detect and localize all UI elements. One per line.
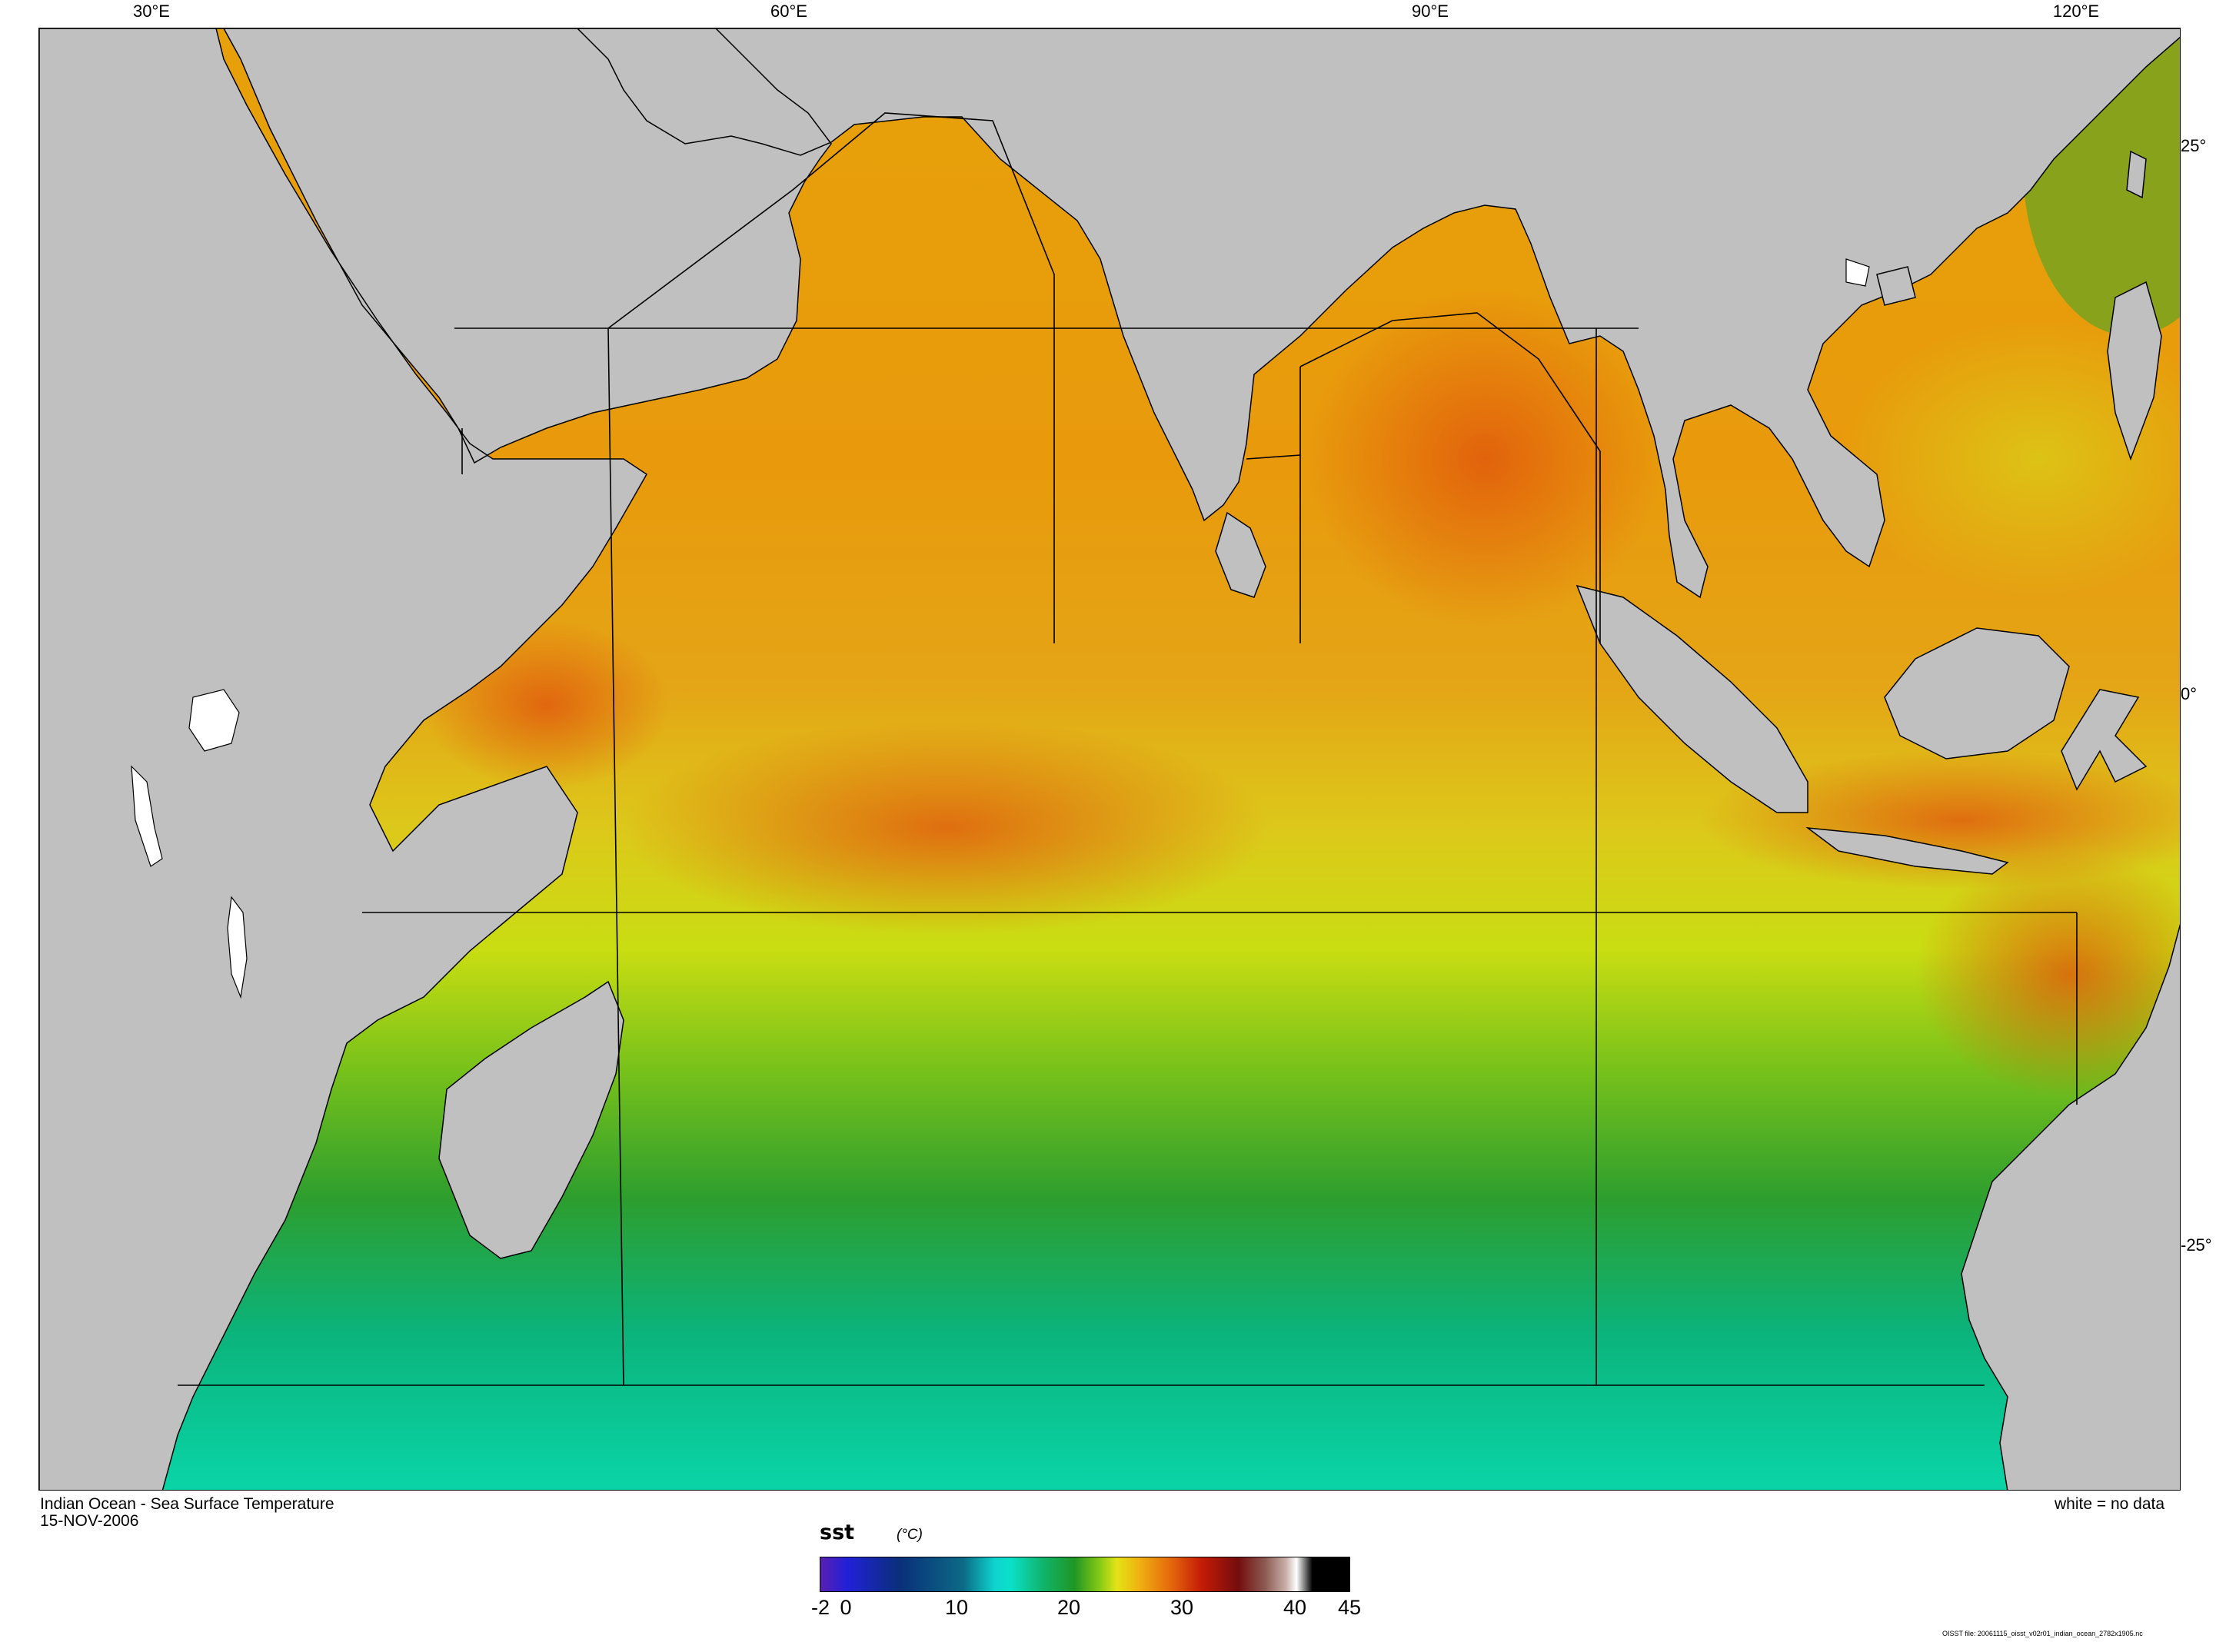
sst-map (38, 28, 2181, 1491)
land-australia (1961, 923, 2180, 1490)
lat-label-25n: 25° (2181, 136, 2207, 155)
land-sri-lanka (1215, 511, 1266, 598)
lat-label-0: 0° (2181, 684, 2198, 703)
lon-label-90e: 90°E (1412, 2, 1449, 21)
land-sumatra (1575, 584, 1808, 813)
warm-anomaly-bay-of-bengal (1308, 290, 1662, 628)
no-data-lake-tanganyika (131, 765, 163, 867)
no-data-lake-victoria (188, 689, 240, 752)
warm-anomaly-indonesia (1700, 751, 2180, 889)
no-data-areas (131, 258, 1870, 999)
colorbar-tick-10: 10 (944, 1596, 969, 1619)
land-hainan (1876, 266, 1916, 306)
land-java (1805, 826, 2009, 875)
lon-label-120e: 120°E (2052, 2, 2100, 21)
colorbar-tick-40: 40 (1283, 1596, 1307, 1619)
no-data-note: white = no data (2055, 1495, 2165, 1513)
no-data-lake-malawi (227, 896, 248, 999)
region-boundaries (178, 112, 2078, 1386)
land-taiwan (2126, 150, 2147, 199)
colorbar-tick-30: 30 (1170, 1596, 1194, 1619)
colorbar-tick-20: 20 (1056, 1596, 1081, 1619)
colorbar-tick-0: 0 (840, 1596, 852, 1619)
land-africa-arabia-asia (39, 28, 2180, 1490)
region-line-bay-of-bengal (1299, 312, 1601, 643)
land (39, 28, 2180, 1490)
colorbar-variable: sst (820, 1521, 855, 1544)
land-borneo (1884, 627, 2070, 760)
land-madagascar (438, 980, 624, 1259)
region-line-sri-lanka (1246, 454, 1301, 460)
region-line-arabian-sea (607, 112, 1055, 643)
warm-anomaly-central (624, 720, 1269, 936)
map-title: Indian Ocean - Sea Surface Temperature (40, 1495, 334, 1513)
colorbar-units: (°C) (897, 1527, 923, 1543)
source-file-note: OISST file: 20061115_oisst_v02r01_indian… (1942, 1630, 2143, 1637)
lon-label-60e: 60°E (770, 2, 807, 21)
land-sulawesi (2061, 689, 2148, 791)
no-data-lake-tonle-sap (1845, 258, 1870, 287)
south-china-sea-field (1838, 321, 2180, 597)
region-line-west-meridian (607, 327, 624, 1386)
lat-label-25s: -25° (2181, 1235, 2212, 1255)
land-philippines (2107, 281, 2162, 461)
colorbar (820, 1557, 1350, 1592)
colorbar-tick-45: 45 (1337, 1596, 1362, 1619)
colorbar-tick-minus2: -2 (810, 1596, 830, 1619)
lon-label-30e: 30°E (133, 2, 170, 21)
map-date: 15-NOV-2006 (40, 1512, 139, 1530)
